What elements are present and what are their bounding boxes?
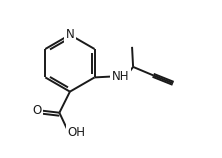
Text: NH: NH	[112, 70, 129, 83]
Text: N: N	[65, 28, 74, 41]
Text: OH: OH	[68, 126, 86, 139]
Text: O: O	[32, 104, 42, 117]
